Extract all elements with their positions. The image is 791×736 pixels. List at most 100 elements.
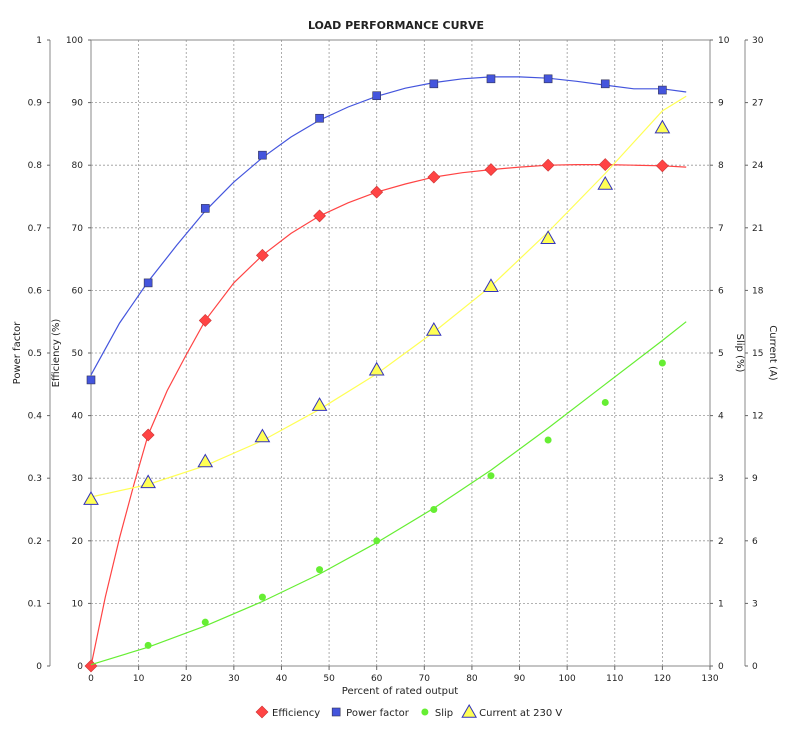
legend-label-slip: Slip [435,708,453,719]
y-tick-label: 6 [718,286,724,296]
series-line-slip [90,321,687,666]
series-slip [90,321,687,666]
y-tick-label: 21 [752,224,763,234]
legend-marker-efficiency [255,705,269,719]
x-tick-label: 40 [276,674,288,684]
x-tick-label: 70 [419,674,431,684]
grid [90,39,711,667]
data-point-efficiency [84,659,98,673]
data-point-efficiency [484,163,498,177]
axes: 0 10 20 30 40 50 60 70 80 90 100 110 120 13000.10.20.… [12,36,778,684]
data-point-current-at-230-v [197,453,214,468]
data-point-slip [316,566,324,574]
y-tick-label: 0 [36,662,42,672]
y-tick-label: 60 [72,286,84,296]
y-tick-label: 70 [72,224,84,234]
legend-item-efficiency: Efficiency [255,705,320,719]
x-tick-label: 90 [514,674,526,684]
y-tick-label: 1 [718,599,724,609]
x-tick-label: 60 [371,674,383,684]
legend-label-current-at-230-v: Current at 230 V [479,708,562,719]
y-tick-label: 9 [752,474,758,484]
data-point-efficiency [141,428,155,442]
legend-label-efficiency: Efficiency [272,708,320,719]
y-axis-label: Slip (%) [734,334,745,373]
data-point-current-at-230-v [311,397,328,411]
y-tick-label: 0.2 [28,537,42,547]
y-tick-label: 9 [718,99,724,109]
y-tick-label: 27 [752,99,763,109]
data-point-slip [430,506,438,513]
data-point-slip [201,618,209,626]
y-tick-label: 30 [752,36,764,46]
y-tick-label: 5 [718,349,724,359]
legend-label-power-factor: Power factor [346,708,410,719]
y-tick-label: 0.8 [28,161,43,171]
series-power-factor [86,74,687,385]
y-tick-label: 2 [718,537,724,547]
y-tick-label: 100 [66,36,83,46]
data-point-power-factor [429,79,439,89]
y-tick-label: 30 [72,474,84,484]
data-point-power-factor [86,375,96,385]
data-point-current-at-230-v [654,119,671,134]
data-point-current-at-230-v [254,428,271,443]
series-line-current-at-230-v [90,95,687,498]
y-tick-label: 1 [36,36,42,46]
legend: Efficiency Power factor Slip Current at 230… [255,703,562,719]
legend-marker-slip [421,708,429,716]
y-tick-label: 6 [752,537,758,547]
data-point-current-at-230-v [540,230,556,244]
y-tick-label: 3 [718,474,724,484]
y-tick-label: 0.1 [28,599,42,609]
y-tick-label: 0.6 [28,286,43,296]
y-tick-label: 3 [752,599,758,609]
data-point-power-factor [658,85,667,95]
data-point-power-factor [486,74,496,84]
y-tick-label: 10 [72,599,84,609]
data-point-slip [373,537,381,545]
data-point-power-factor [315,113,324,123]
legend-marker-current-at-230-v [461,703,478,718]
y-tick-label: 0 [718,662,724,672]
legend-item-slip: Slip [421,708,453,719]
data-point-slip [487,472,495,480]
data-point-slip [258,593,266,601]
x-axis-label: Percent of rated output [342,686,459,697]
data-point-power-factor [143,278,153,288]
y-tick-label: 10 [718,36,730,46]
y-tick-label: 15 [752,349,763,359]
y-tick-label: 7 [718,224,724,234]
data-point-efficiency [198,314,212,327]
data-point-slip [144,641,152,649]
y-tick-label: 0.5 [28,349,42,359]
data-point-power-factor [258,150,267,160]
y-tick-label: 40 [72,412,84,422]
y-tick-label: 24 [752,161,764,171]
y-tick-label: 12 [752,412,763,422]
y-tick-label: 0.3 [28,474,42,484]
y-axis-label: Power factor [12,321,23,385]
x-tick-label: 50 [323,674,335,684]
data-point-power-factor [600,79,610,89]
data-point-current-at-230-v [425,322,442,336]
data-point-slip [658,359,666,367]
data-point-power-factor [543,74,553,84]
x-tick-label: 100 [559,674,576,684]
x-tick-label: 0 [88,674,94,684]
x-tick-label: 120 [654,674,671,684]
data-point-power-factor [372,91,381,101]
y-axis-label: Efficiency (%) [51,319,62,388]
x-tick-label: 130 [701,674,718,684]
data-point-current-at-230-v [368,361,385,376]
y-tick-label: 0 [77,662,83,672]
data-point-current-at-230-v [483,278,499,292]
x-tick-label: 10 [133,674,145,684]
data-point-efficiency [255,248,269,262]
data-point-power-factor [200,204,210,213]
data-point-slip [601,398,609,406]
data-point-efficiency [541,158,555,172]
y-tick-label: 8 [718,161,724,171]
data-point-current-at-230-v [83,491,99,505]
